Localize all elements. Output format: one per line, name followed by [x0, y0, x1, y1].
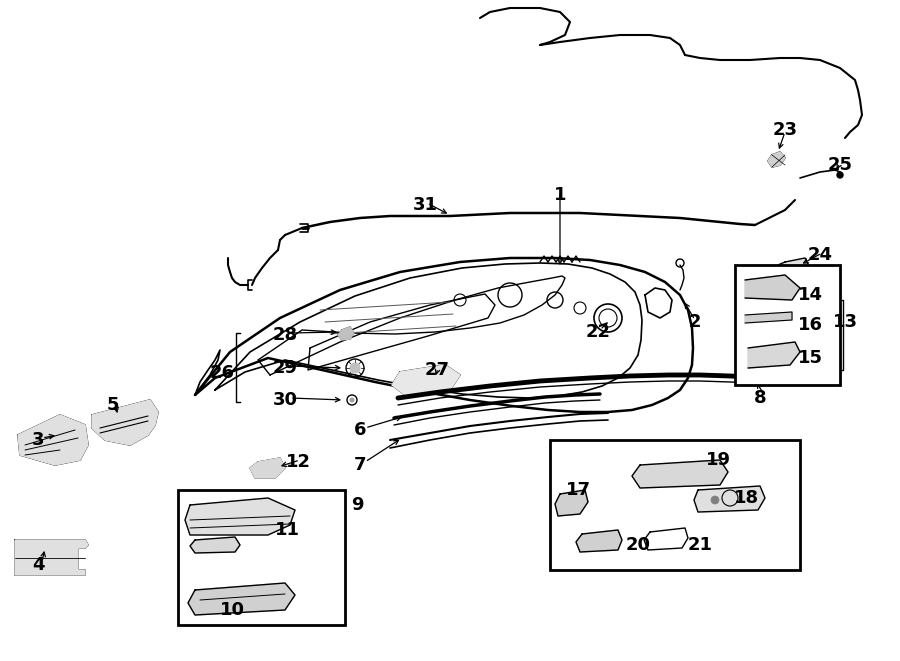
Polygon shape — [745, 312, 792, 323]
Bar — [550, 440, 800, 570]
Text: 13: 13 — [832, 313, 858, 331]
Polygon shape — [250, 458, 285, 478]
Text: 11: 11 — [274, 521, 300, 539]
Polygon shape — [694, 486, 765, 512]
Polygon shape — [18, 415, 88, 465]
Circle shape — [837, 172, 843, 178]
Polygon shape — [555, 490, 588, 516]
Text: 19: 19 — [706, 451, 731, 469]
Text: 7: 7 — [354, 456, 366, 474]
Polygon shape — [768, 152, 785, 167]
Polygon shape — [576, 530, 622, 552]
Circle shape — [711, 496, 719, 504]
Polygon shape — [392, 365, 460, 395]
Text: 30: 30 — [273, 391, 298, 409]
Polygon shape — [745, 275, 800, 300]
Text: 24: 24 — [807, 246, 833, 264]
Text: 14: 14 — [797, 286, 823, 304]
Text: 26: 26 — [210, 364, 235, 382]
Polygon shape — [92, 400, 158, 445]
Text: 15: 15 — [797, 349, 823, 367]
Text: 28: 28 — [273, 326, 298, 344]
Text: 12: 12 — [285, 453, 310, 471]
Text: 21: 21 — [688, 536, 713, 554]
Text: 3: 3 — [32, 431, 44, 449]
Text: 31: 31 — [412, 196, 437, 214]
Polygon shape — [190, 537, 240, 553]
Text: 4: 4 — [32, 556, 44, 574]
Polygon shape — [748, 342, 800, 368]
Text: 29: 29 — [273, 359, 298, 377]
Polygon shape — [778, 258, 810, 278]
Text: 25: 25 — [827, 156, 852, 174]
Circle shape — [350, 398, 354, 402]
Text: 2: 2 — [688, 313, 701, 331]
Polygon shape — [185, 498, 295, 535]
Text: 6: 6 — [354, 421, 366, 439]
Text: 22: 22 — [586, 323, 610, 341]
Text: 16: 16 — [797, 316, 823, 334]
Bar — [735, 265, 840, 385]
Text: 9: 9 — [351, 496, 364, 514]
Text: 5: 5 — [107, 396, 119, 414]
Text: 27: 27 — [425, 361, 449, 379]
Polygon shape — [15, 540, 88, 575]
Text: 10: 10 — [220, 601, 245, 619]
Polygon shape — [338, 327, 354, 340]
Text: 23: 23 — [772, 121, 797, 139]
Bar — [178, 490, 345, 625]
Text: 17: 17 — [565, 481, 590, 499]
Text: 18: 18 — [734, 489, 759, 507]
Text: 1: 1 — [554, 186, 566, 204]
Text: 20: 20 — [626, 536, 651, 554]
Polygon shape — [188, 583, 295, 615]
Text: 8: 8 — [753, 389, 766, 407]
Polygon shape — [632, 460, 728, 488]
Circle shape — [350, 363, 360, 373]
